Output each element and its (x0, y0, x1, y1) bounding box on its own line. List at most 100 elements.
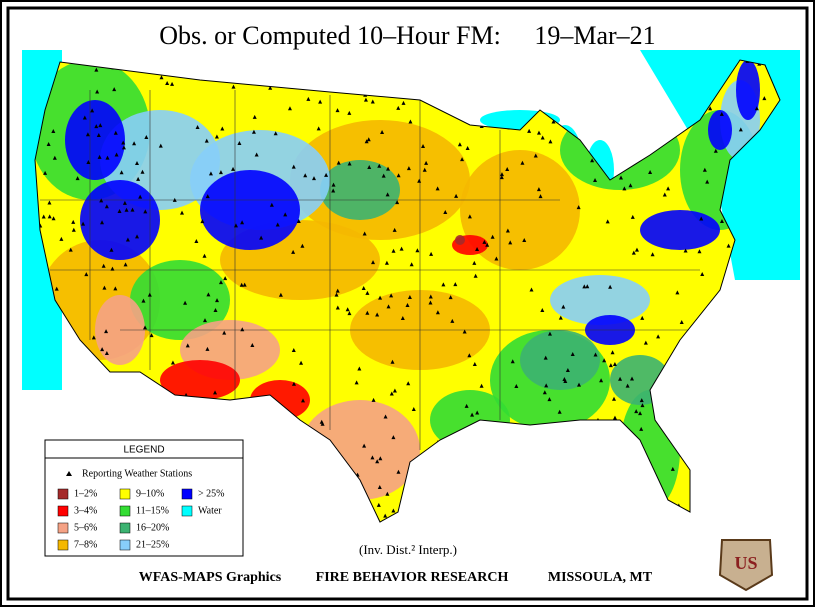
station-marker (557, 409, 562, 414)
station-marker (540, 485, 545, 490)
station-marker (555, 67, 560, 72)
station-marker (626, 69, 631, 74)
legend-label: 1–2% (74, 488, 97, 499)
station-marker (435, 186, 440, 191)
station-marker (54, 286, 59, 291)
station-marker (170, 360, 175, 365)
station-marker (656, 334, 661, 339)
station-marker (131, 384, 136, 389)
station-marker (448, 295, 453, 300)
station-marker (137, 403, 142, 408)
station-marker (515, 490, 520, 495)
station-marker (694, 390, 699, 395)
station-marker (208, 171, 213, 176)
station-marker (367, 164, 372, 169)
legend-label: Water (198, 505, 222, 516)
station-marker (293, 507, 298, 512)
station-marker (235, 410, 240, 415)
station-marker (345, 307, 350, 312)
station-marker (300, 243, 305, 248)
station-marker (543, 355, 548, 360)
legend-stations: Reporting Weather Stations (82, 468, 192, 479)
station-marker (123, 262, 128, 267)
station-marker (625, 120, 630, 125)
station-marker (639, 426, 644, 431)
station-marker (599, 378, 604, 383)
station-marker (526, 460, 531, 465)
station-marker (253, 517, 258, 522)
legend-swatch (119, 488, 131, 500)
station-marker (242, 282, 247, 287)
station-marker (147, 292, 152, 297)
station-marker (648, 169, 653, 174)
station-marker (240, 327, 245, 332)
station-marker (628, 183, 633, 188)
station-marker (522, 238, 527, 243)
station-marker (467, 353, 472, 358)
station-marker (291, 348, 296, 353)
station-marker (583, 486, 588, 491)
station-marker (303, 173, 308, 178)
station-marker (130, 207, 135, 212)
fuel-moisture-area (640, 210, 720, 250)
station-marker (96, 133, 101, 138)
fuel-moisture-area (300, 400, 420, 500)
station-marker (746, 325, 751, 330)
station-marker (719, 111, 724, 116)
station-marker (592, 457, 597, 462)
station-marker (203, 318, 208, 323)
station-marker (608, 363, 613, 368)
station-marker (670, 466, 675, 471)
station-marker (143, 209, 148, 214)
station-marker (268, 85, 273, 90)
station-marker (762, 313, 767, 318)
station-marker (548, 139, 553, 144)
station-marker (719, 218, 724, 223)
station-marker (723, 342, 728, 347)
station-marker (406, 381, 411, 386)
station-marker (607, 96, 612, 101)
station-marker (536, 187, 541, 192)
station-marker (385, 192, 390, 197)
station-marker (331, 182, 336, 187)
station-marker (693, 386, 698, 391)
station-marker (71, 219, 76, 224)
station-marker (527, 92, 532, 97)
station-marker (389, 391, 394, 396)
station-marker (590, 158, 595, 163)
inner-frame (6, 6, 809, 601)
station-marker (135, 234, 140, 239)
station-marker (143, 325, 148, 330)
station-marker (708, 106, 713, 111)
station-marker (405, 302, 410, 307)
station-marker (454, 193, 459, 198)
station-marker (392, 227, 397, 232)
station-marker (231, 84, 236, 89)
station-marker (355, 481, 360, 486)
station-marker (371, 397, 376, 402)
station-marker (286, 485, 291, 490)
station-marker (457, 142, 462, 147)
station-marker (411, 406, 416, 411)
station-marker (399, 246, 404, 251)
station-marker (470, 412, 475, 417)
station-marker (540, 135, 545, 140)
station-marker (133, 63, 138, 68)
station-marker (391, 248, 396, 253)
station-marker (526, 93, 531, 98)
station-marker (698, 494, 703, 499)
station-marker (728, 453, 733, 458)
legend-label: 3–4% (74, 505, 97, 516)
station-marker (462, 329, 467, 334)
legend-label: 21–25% (136, 539, 169, 550)
legend-swatch (57, 505, 69, 517)
station-marker (213, 308, 218, 313)
station-marker (102, 285, 107, 290)
station-marker (408, 119, 413, 124)
station-marker (765, 510, 770, 515)
station-marker (121, 140, 126, 145)
station-marker (240, 220, 245, 225)
station-marker (237, 140, 242, 145)
station-marker (90, 108, 95, 113)
station-marker (424, 160, 429, 165)
